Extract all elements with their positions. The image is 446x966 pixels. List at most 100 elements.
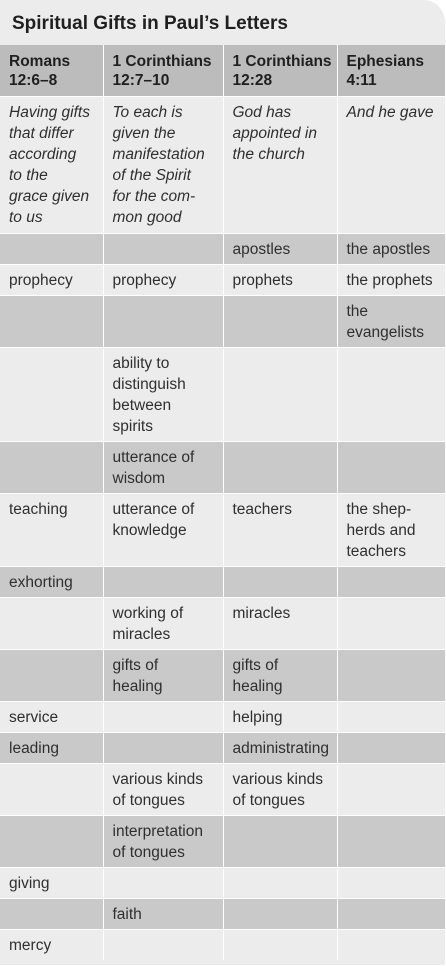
table-cell (0, 346, 103, 441)
cell-line: distinguish (112, 375, 186, 393)
table-cell: prophecy (0, 263, 103, 295)
table-cell (102, 294, 223, 347)
table-cell: various kinds of tongues (102, 762, 223, 815)
table-cell (336, 762, 445, 815)
table-cell (336, 928, 445, 960)
table-row: working of miracles miracles (0, 596, 445, 649)
table-row: exhorting (0, 565, 445, 597)
table-cell (336, 897, 445, 929)
table-cell (222, 897, 337, 929)
cell-line: faith (112, 905, 142, 923)
table-cell (222, 440, 337, 493)
table-cell (0, 648, 103, 701)
table-cell: mercy (0, 928, 103, 960)
cell-line: of tongues (112, 843, 185, 861)
cell-line: To each is (112, 103, 183, 121)
table-cell (336, 648, 445, 701)
cell-line: And he gave (346, 103, 434, 121)
header-ref: 4:11 (346, 72, 377, 89)
table-cell: prophecy (102, 263, 223, 295)
cell-line: manifestation (112, 145, 205, 163)
cell-line: of the Spirit (112, 166, 191, 184)
cell-line: healing (112, 677, 163, 695)
table-cell: the prophets (336, 263, 445, 295)
table-cell (102, 731, 223, 763)
cell-line: knowledge (112, 521, 187, 539)
gifts-table: Romans 12:6–8 1 Corinthians 12:7–10 1 Co… (0, 45, 445, 960)
table-row: service helping (0, 700, 445, 732)
cell-line: prophecy (112, 271, 177, 289)
table-cell (222, 928, 337, 960)
cell-line: given the (112, 124, 176, 142)
table-cell: And he gave (336, 95, 445, 233)
table-row: prophecy prophecy prophets the prophets (0, 263, 445, 295)
cell-line: gifts of (232, 656, 279, 674)
table-cell (336, 866, 445, 898)
cell-line: teaching (9, 500, 68, 518)
table-cell: working of miracles (102, 596, 223, 649)
table-cell: God has appointed in the church (222, 95, 337, 233)
cell-line: Having gifts (9, 103, 90, 121)
header-romans: Romans 12:6–8 (0, 45, 103, 96)
table-cell (336, 565, 445, 597)
cell-line: the prophets (346, 271, 433, 289)
table-cell: teachers (222, 492, 337, 566)
table-cell: utterance of wisdom (102, 440, 223, 493)
table-cell (222, 814, 337, 867)
header-ref: 12:7–10 (112, 72, 170, 89)
cell-line: to us (9, 208, 43, 226)
cell-line: for the com- (112, 187, 196, 205)
header-ephesians: Ephesians 4:11 (336, 45, 445, 96)
cell-line: various kinds (232, 770, 323, 788)
table-cell: prophets (222, 263, 337, 295)
cell-line: giving (9, 874, 50, 892)
table-row: mercy (0, 928, 445, 960)
cell-line: working of (112, 604, 184, 622)
table-cell (102, 866, 223, 898)
table-cell: administrating (222, 731, 337, 763)
table-cell (0, 232, 103, 264)
table-cell: Having gifts that differ according to the gr… (0, 95, 103, 233)
cell-line: the shep- (346, 500, 412, 518)
cell-line: administrating (232, 739, 330, 757)
table-cell (0, 440, 103, 493)
table-cell (102, 232, 223, 264)
cell-line: various kinds (112, 770, 203, 788)
cell-line: wisdom (112, 469, 166, 487)
cell-line: exhorting (9, 573, 73, 591)
cell-line: miracles (112, 625, 171, 643)
table-cell (336, 346, 445, 441)
table-row: leading administrating (0, 731, 445, 763)
table-cell: utterance of knowledge (102, 492, 223, 566)
table-row: various kinds of tongues various kinds of t… (0, 762, 445, 815)
cell-line: miracles (232, 604, 291, 622)
cell-line: utterance of (112, 500, 195, 518)
table-row: interpretation of tongues (0, 814, 445, 867)
cell-line: ability to (112, 354, 170, 372)
cell-line: of tongues (112, 791, 185, 809)
table-cell: ability to distinguish between spirits (102, 346, 223, 441)
cell-line: God has (232, 103, 292, 121)
table-cell: leading (0, 731, 103, 763)
table-cell (222, 346, 337, 441)
table-cell (0, 814, 103, 867)
table-cell: miracles (222, 596, 337, 649)
cell-line: the (346, 302, 369, 320)
cell-line: between (112, 396, 172, 414)
table-cell: the shep-herds and teachers (336, 492, 445, 566)
header-1corinthians-12-7: 1 Corinthians 12:7–10 (102, 45, 223, 96)
table-cell (0, 596, 103, 649)
table-cell (336, 731, 445, 763)
table-cell: various kinds of tongues (222, 762, 337, 815)
table-cell (102, 565, 223, 597)
table-body: Having gifts that differ according to the gr… (0, 95, 445, 960)
cell-line: mercy (9, 936, 52, 954)
cell-line: evangelists (346, 323, 425, 341)
cell-line: teachers (346, 542, 406, 560)
cell-line: to the (9, 166, 48, 184)
cell-line: leading (9, 739, 59, 757)
cell-line: healing (232, 677, 283, 695)
header-book: Ephesians (346, 53, 425, 70)
cell-line: appointed in (232, 124, 317, 142)
table-cell: teaching (0, 492, 103, 566)
